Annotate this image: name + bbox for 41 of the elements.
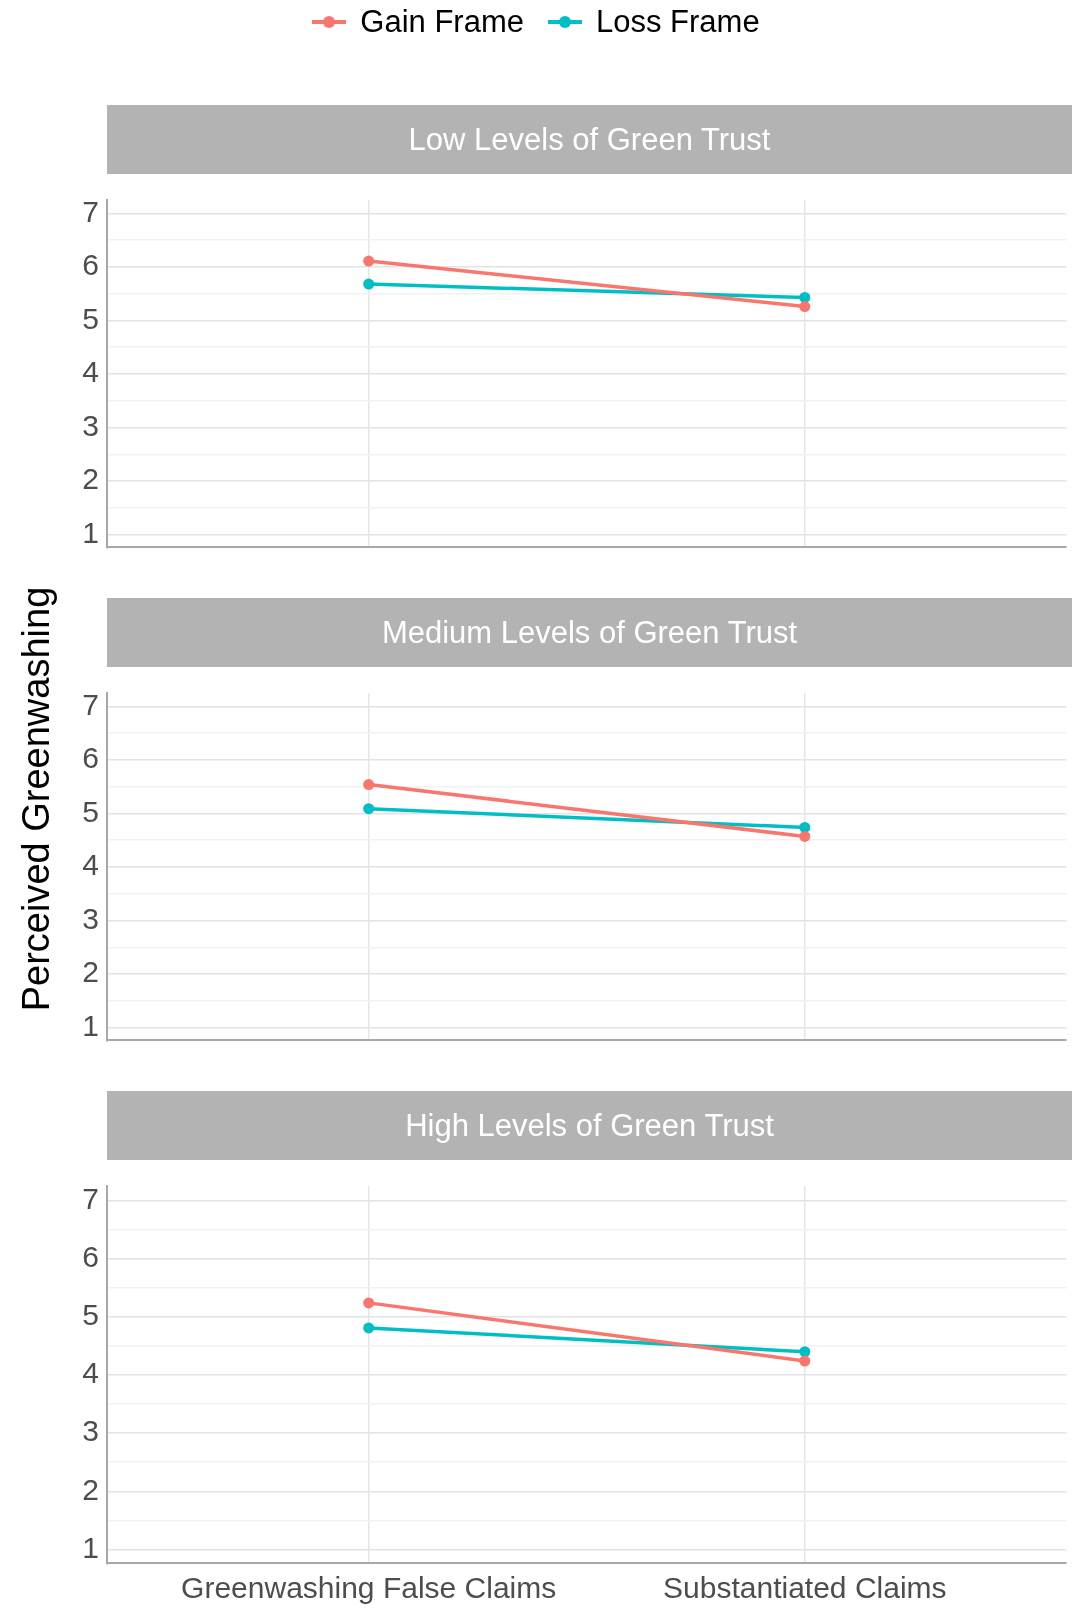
point (363, 255, 375, 267)
point (363, 1297, 375, 1309)
y-tick-label: 6 (82, 741, 99, 775)
y-tick-label: 7 (82, 1181, 99, 1215)
point (799, 1355, 811, 1367)
y-tick-label: 2 (82, 955, 99, 989)
y-tick-label: 3 (82, 1414, 99, 1448)
point (799, 821, 811, 833)
point (363, 1322, 375, 1334)
y-tick-label: 4 (82, 1356, 99, 1390)
y-tick-label: 4 (82, 355, 99, 389)
y-tick-label: 6 (82, 1239, 99, 1273)
y-tick-label: 1 (82, 1530, 99, 1564)
y-tick-label: 6 (82, 248, 99, 282)
point (799, 291, 811, 303)
chart-title: Low Levels of Green Trust (107, 105, 1072, 174)
y-tick-label: 7 (82, 687, 99, 721)
y-tick-label: 5 (82, 794, 99, 828)
y-tick-label: 5 (82, 301, 99, 335)
x-tick-label: Greenwashing False Claims (181, 1571, 557, 1605)
point (799, 301, 811, 313)
legend-label: Loss Frame (596, 4, 760, 40)
x-tick-label: Substantiated Claims (663, 1571, 947, 1605)
y-tick-label: 2 (82, 1472, 99, 1506)
y-tick-label: 5 (82, 1298, 99, 1332)
y-tick-label: 3 (82, 408, 99, 442)
point (363, 278, 375, 290)
point (799, 1346, 811, 1358)
point (363, 779, 375, 791)
y-tick-label: 3 (82, 901, 99, 935)
legend-label: Gain Frame (360, 4, 524, 40)
y-tick-label: 1 (82, 1008, 99, 1042)
point (799, 830, 811, 842)
y-tick-label: 7 (82, 194, 99, 228)
y-tick-label: 1 (82, 515, 99, 549)
chart-title: High Levels of Green Trust (107, 1091, 1072, 1160)
y-tick-label: 4 (82, 848, 99, 882)
point (363, 803, 375, 815)
y-axis-title: Perceived Greenwashing (14, 586, 58, 1011)
chart-title: Medium Levels of Green Trust (107, 598, 1072, 667)
y-tick-label: 2 (82, 462, 99, 496)
